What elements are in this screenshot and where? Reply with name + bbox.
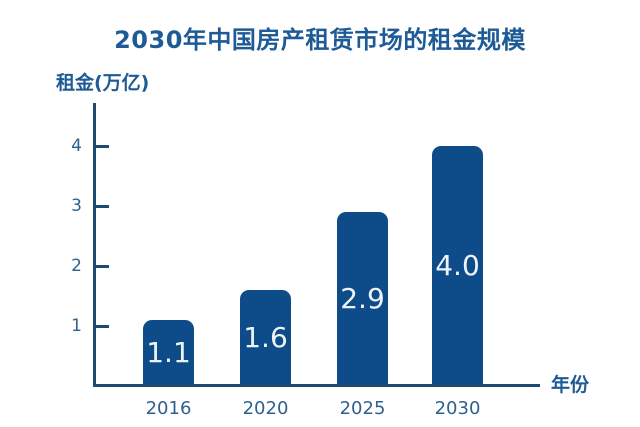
x-tick-label: 2020	[242, 398, 289, 419]
y-axis-line	[93, 103, 96, 387]
y-tick-mark	[96, 145, 109, 148]
bar-2025: 2.9	[337, 212, 388, 386]
bar-value-label: 1.6	[243, 321, 288, 354]
y-axis-title: 租金(万亿)	[56, 72, 150, 94]
y-tick-label: 3	[71, 196, 82, 216]
y-tick-mark	[96, 325, 109, 328]
x-tick-label: 2030	[434, 398, 481, 419]
y-tick-mark	[96, 265, 109, 268]
bar-value-label: 4.0	[435, 249, 480, 282]
bar-value-label: 1.1	[146, 336, 191, 369]
y-tick-label: 2	[71, 256, 82, 276]
y-tick-mark	[96, 205, 109, 208]
x-tick-label: 2016	[145, 398, 192, 419]
x-axis-line	[93, 384, 540, 387]
x-axis-title: 年份	[551, 374, 590, 396]
y-tick-label: 1	[71, 316, 82, 336]
bar-value-label: 2.9	[340, 282, 385, 315]
y-tick-label: 4	[71, 136, 82, 156]
bar-2016: 1.1	[143, 320, 194, 386]
bar-2030: 4.0	[432, 146, 483, 386]
chart-title: 2030年中国房产租赁市场的租金规模	[114, 26, 526, 54]
bar-2020: 1.6	[240, 290, 291, 386]
x-tick-label: 2025	[339, 398, 386, 419]
